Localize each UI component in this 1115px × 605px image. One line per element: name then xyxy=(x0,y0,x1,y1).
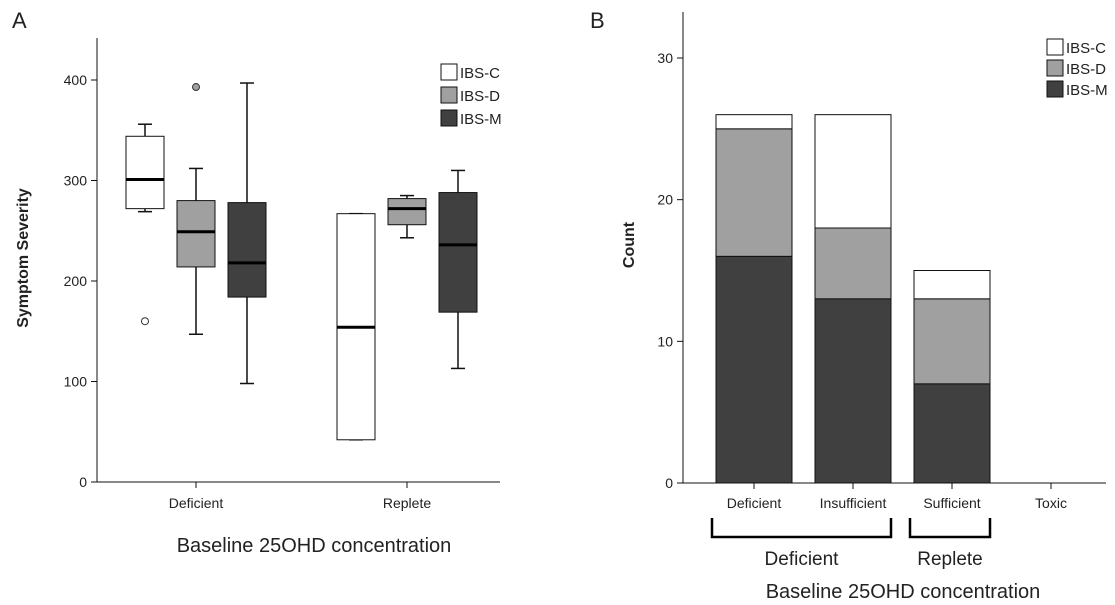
panel-a-y-tick-label: 100 xyxy=(64,374,88,390)
box-ibs-c-deficient xyxy=(125,135,165,210)
panel-a-legend: IBS-C IBS-D IBS-M xyxy=(440,63,502,128)
panel-b-y-tick-label: 20 xyxy=(657,192,673,208)
panel-a-y-tick-label: 200 xyxy=(64,273,88,289)
legend-swatch-ibs-c xyxy=(440,63,458,81)
panel-b-legend: IBS-C IBS-D IBS-M xyxy=(1046,38,1108,99)
box-ibs-d-deficient xyxy=(176,200,216,268)
panel-a-x-axis-title: Baseline 25OHD concentration xyxy=(177,535,452,557)
bar-deficient-ibs-m xyxy=(715,255,793,484)
box-ibs-m-deficient xyxy=(227,202,267,298)
panel-b-x-tick-label-toxic: Toxic xyxy=(1035,495,1067,511)
panel-b: B Count Baseline 25OHD concentration 0 10… xyxy=(590,8,1108,603)
legend-label-ibs-c: IBS-C xyxy=(1066,40,1106,57)
legend-label-ibs-m: IBS-M xyxy=(460,111,502,128)
panel-a-y-tick-label: 0 xyxy=(79,474,87,490)
panel-a-label: A xyxy=(12,8,27,33)
panel-b-y-tick-label: 0 xyxy=(665,475,673,491)
legend-swatch-ibs-d xyxy=(440,86,458,104)
panel-a-x-tick-label-replete: Replete xyxy=(383,495,431,511)
legend-label-ibs-m: IBS-M xyxy=(1066,82,1108,99)
panel-b-x-tick-label-sufficient: Sufficient xyxy=(923,495,980,511)
bar-insufficient-ibs-m xyxy=(814,298,892,484)
box-ibs-c-deficient-outlier xyxy=(141,317,149,326)
panel-a-y-tick-label: 400 xyxy=(64,72,88,88)
bar-sufficient-ibs-d xyxy=(913,298,991,385)
bar-sufficient-ibs-m xyxy=(913,383,991,484)
panel-b-label: B xyxy=(590,8,605,33)
panel-b-x-tick-label-deficient: Deficient xyxy=(727,495,782,511)
legend-swatch-ibs-c xyxy=(1046,38,1064,56)
bar-deficient-ibs-d xyxy=(715,128,793,257)
box-ibs-d-deficient-outlier xyxy=(192,83,200,92)
legend-swatch-ibs-d xyxy=(1046,59,1064,77)
legend-label-ibs-d: IBS-D xyxy=(460,88,500,105)
legend-swatch-ibs-m xyxy=(1046,80,1064,98)
box-ibs-d-replete xyxy=(387,198,427,226)
group-label-replete: Replete xyxy=(917,549,983,570)
bar-insufficient-ibs-c xyxy=(814,114,892,229)
bar-sufficient-ibs-c xyxy=(913,270,991,300)
group-bracket-deficient xyxy=(710,518,893,539)
legend-swatch-ibs-m xyxy=(440,109,458,127)
legend-label-ibs-c: IBS-C xyxy=(460,65,500,82)
panel-b-y-tick-label: 30 xyxy=(657,50,673,66)
panel-b-plot-area xyxy=(715,114,991,484)
bar-insufficient-ibs-d xyxy=(814,227,892,300)
panel-b-y-tick-label: 10 xyxy=(657,333,673,349)
box-ibs-m-replete xyxy=(438,192,478,313)
panel-b-x-axis-title: Baseline 25OHD concentration xyxy=(766,581,1041,603)
group-bracket-replete xyxy=(908,518,992,539)
panel-a-plot-area xyxy=(125,82,478,441)
bar-deficient-ibs-c xyxy=(715,114,793,130)
panel-b-y-axis-title: Count xyxy=(621,221,638,268)
panel-a: A Symptom Severity Baseline 25OHD concen… xyxy=(12,8,502,557)
panel-a-y-axis-title: Symptom Severity xyxy=(15,188,32,328)
panel-b-axes: 0 10 20 30 Deficient Insufficient Sufficient To… xyxy=(657,12,1106,511)
legend-label-ibs-d: IBS-D xyxy=(1066,61,1106,78)
panel-b-x-tick-label-insufficient: Insufficient xyxy=(820,495,887,511)
panel-a-x-tick-label-deficient: Deficient xyxy=(169,495,224,511)
group-label-deficient: Deficient xyxy=(765,549,840,570)
panel-b-group-brackets: Deficient Replete xyxy=(710,518,992,570)
panel-a-y-tick-label: 300 xyxy=(64,173,88,189)
panel-a-axes: 0 100 200 300 400 Deficient Replete xyxy=(64,38,500,511)
